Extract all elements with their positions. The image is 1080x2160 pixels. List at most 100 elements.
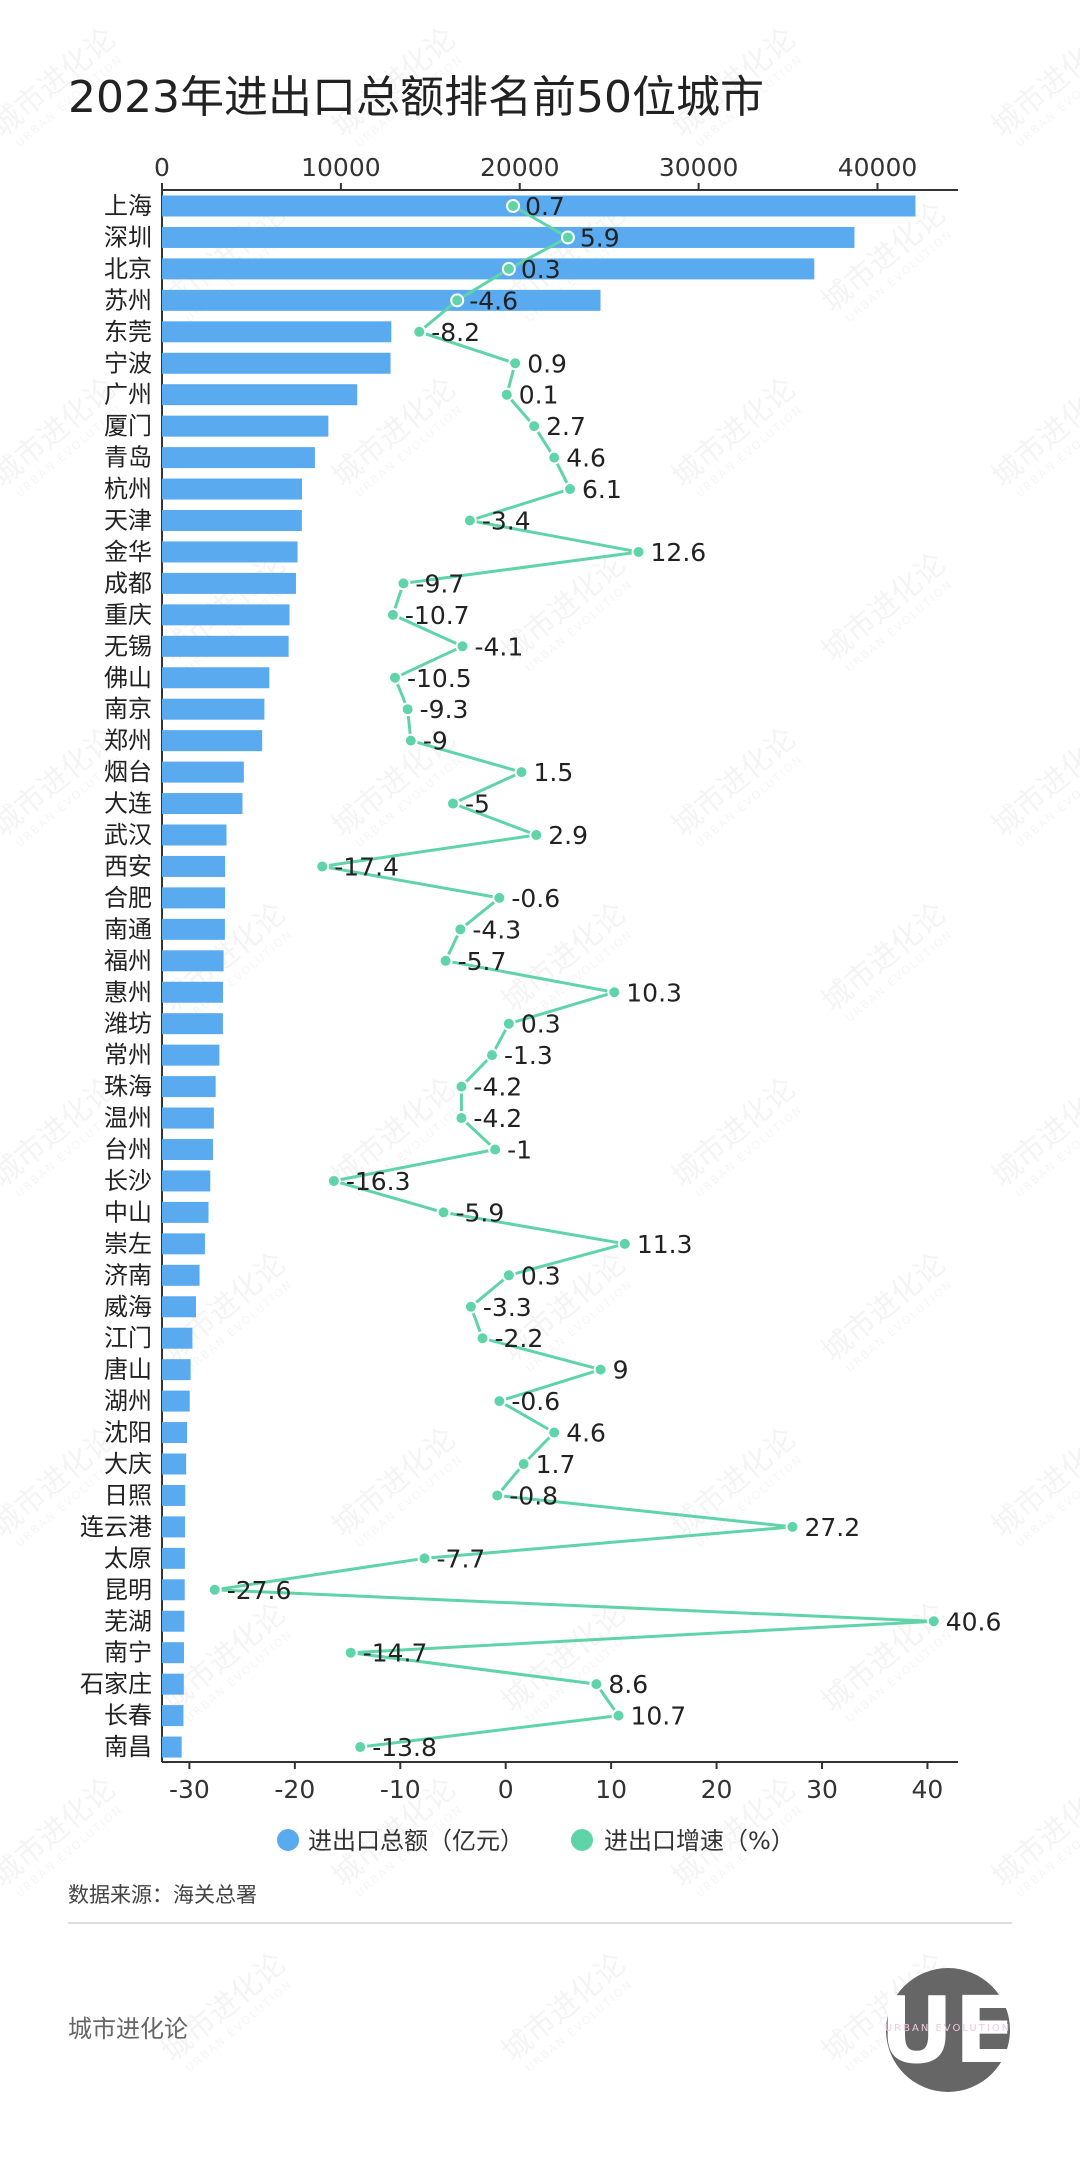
watermark-text: 城市进化论: [665, 371, 802, 494]
category-label: 苏州: [104, 286, 152, 314]
bar: [162, 447, 315, 469]
growth-point: [508, 356, 523, 371]
bottom-axis-tick-label: -20: [274, 1775, 315, 1804]
logo-letters: UE: [879, 1977, 1017, 2084]
bar: [162, 1390, 190, 1412]
category-label: 惠州: [104, 978, 152, 1006]
growth-point: [450, 293, 465, 308]
footer-brand: 城市进化论: [68, 2015, 188, 2043]
watermark-text: 城市进化论: [815, 1246, 952, 1369]
category-label: 福州: [104, 947, 152, 975]
growth-label: 9: [613, 1356, 629, 1385]
growth-point: [454, 1079, 469, 1094]
growth-label: -14.7: [363, 1639, 428, 1668]
bar: [162, 667, 270, 689]
category-label: 珠海: [104, 1073, 152, 1101]
category-label: 潍坊: [104, 1010, 152, 1038]
growth-line: 0.75.90.3-4.6-8.20.90.12.74.66.1-3.412.6…: [207, 192, 1001, 1762]
growth-label: -4.6: [469, 286, 518, 315]
growth-label: 1.5: [534, 758, 574, 787]
growth-point: [492, 1394, 507, 1409]
growth-label: -4.2: [473, 1104, 522, 1133]
growth-label: -9.7: [415, 569, 464, 598]
growth-label: 10.7: [631, 1702, 687, 1731]
bar: [162, 1422, 188, 1444]
growth-point: [529, 828, 544, 842]
bottom-axis-tick-label: 0: [498, 1775, 514, 1804]
bar: [162, 1484, 186, 1506]
bar: [162, 226, 855, 248]
bar: [162, 541, 298, 563]
bar: [162, 478, 303, 500]
category-label: 大连: [104, 790, 152, 818]
growth-label: -9.3: [420, 695, 469, 724]
bar: [162, 1359, 191, 1381]
growth-label: -5: [465, 790, 490, 819]
bar: [162, 635, 289, 657]
bar: [162, 730, 263, 752]
watermark-text: 城市进化论: [665, 1071, 802, 1194]
growth-point: [412, 324, 427, 339]
growth-point: [436, 1205, 451, 1220]
bar: [162, 1296, 196, 1318]
category-label: 济南: [104, 1261, 152, 1289]
category-label: 西安: [104, 852, 152, 880]
growth-point: [607, 985, 622, 1000]
legend-line-marker: [571, 1829, 593, 1851]
growth-label: -5.7: [458, 947, 507, 976]
growth-point: [315, 859, 330, 874]
bar: [162, 604, 290, 626]
category-label: 上海: [104, 192, 152, 220]
bar: [162, 698, 265, 720]
category-label: 合肥: [104, 884, 152, 912]
growth-point: [514, 765, 529, 780]
growth-label: -4.3: [472, 915, 521, 944]
bar: [162, 1107, 214, 1129]
bottom-axis-tick-label: 20: [701, 1775, 733, 1804]
bar: [162, 415, 329, 437]
growth-point: [490, 1488, 505, 1503]
bar: [162, 1453, 187, 1475]
category-label: 芜湖: [104, 1607, 152, 1635]
growth-label: -10.5: [407, 664, 472, 693]
growth-point: [445, 796, 460, 811]
bar: [162, 1579, 185, 1601]
bar: [162, 352, 391, 374]
growth-point: [589, 1677, 604, 1692]
growth-point: [326, 1173, 341, 1188]
legend-line-label: 进出口增速（%）: [604, 1827, 795, 1855]
logo-circle: [886, 1968, 1010, 2092]
top-axis-tick-label: 40000: [838, 153, 918, 182]
bar: [162, 1736, 182, 1758]
growth-point: [343, 1645, 358, 1660]
category-label: 重庆: [104, 601, 152, 629]
growth-label: -3.4: [482, 507, 531, 536]
watermark-text: 城市进化论: [325, 1421, 462, 1544]
growth-label: 12.6: [651, 538, 707, 567]
bar: [162, 761, 244, 783]
bar: [162, 1201, 209, 1223]
bar: [162, 289, 601, 311]
category-label: 杭州: [104, 475, 152, 503]
bottom-axis-tick-label: -10: [380, 1775, 421, 1804]
growth-point: [388, 670, 403, 685]
growth-point: [560, 230, 575, 245]
growth-label: 1.7: [536, 1450, 576, 1479]
growth-point: [463, 1299, 478, 1314]
category-label: 佛山: [104, 664, 152, 692]
growth-point: [547, 450, 562, 465]
growth-point: [527, 419, 542, 434]
brand-logo: UE URBAN EVOLUTION: [879, 1968, 1017, 2092]
bar: [162, 824, 227, 846]
growth-point: [475, 1331, 490, 1346]
top-axis-tick-label: 0: [154, 153, 170, 182]
category-label: 郑州: [104, 727, 152, 755]
growth-label: -17.4: [334, 852, 399, 881]
